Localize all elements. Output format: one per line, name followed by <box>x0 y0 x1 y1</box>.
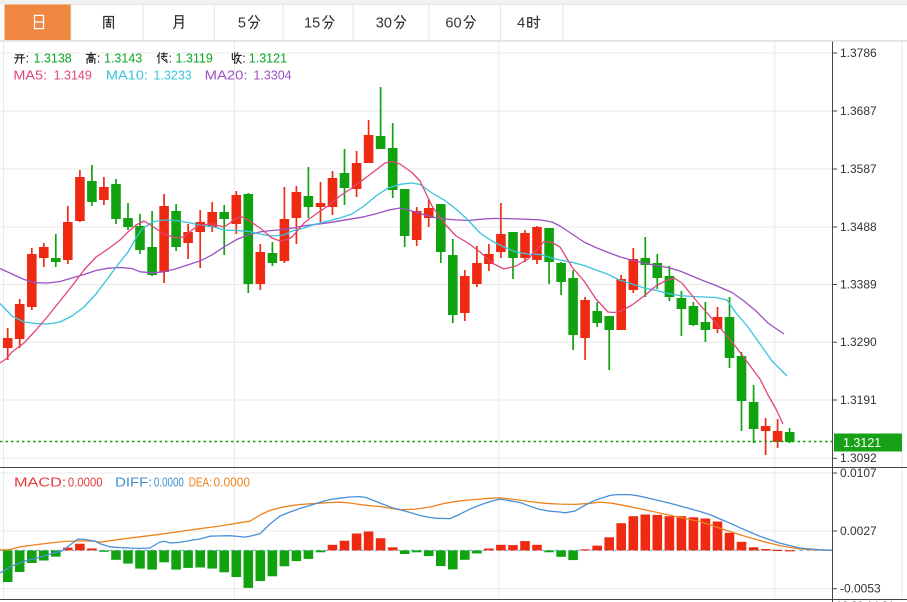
svg-text:-0.0053: -0.0053 <box>840 582 881 596</box>
svg-text::: : <box>242 51 245 65</box>
svg-text:MA5:: MA5: <box>13 68 47 82</box>
svg-text:5: 5 <box>238 16 246 32</box>
svg-text:0.0000: 0.0000 <box>68 476 103 490</box>
svg-text::: : <box>97 51 100 65</box>
svg-text:0.0000: 0.0000 <box>214 476 251 490</box>
svg-text:1.3389: 1.3389 <box>840 277 877 291</box>
svg-text:1.3138: 1.3138 <box>34 51 72 65</box>
svg-text:1.3143: 1.3143 <box>104 51 142 65</box>
svg-text:MA10:: MA10: <box>106 68 148 82</box>
svg-text:30: 30 <box>376 16 392 32</box>
svg-text:1.3121: 1.3121 <box>843 436 881 450</box>
svg-text:1.3587: 1.3587 <box>840 162 877 176</box>
svg-text:0.0000: 0.0000 <box>154 476 184 490</box>
svg-text:1.3092: 1.3092 <box>840 451 877 465</box>
svg-text:1.3488: 1.3488 <box>840 220 877 234</box>
svg-text:0.0027: 0.0027 <box>840 524 877 538</box>
svg-text:12.30 14:31: 12.30 14:31 <box>836 600 894 602</box>
svg-text:0.0107: 0.0107 <box>840 466 877 480</box>
svg-text::: : <box>169 51 172 65</box>
svg-text:1.3119: 1.3119 <box>176 51 213 65</box>
svg-text:1.3233: 1.3233 <box>154 68 192 82</box>
svg-text:1.3786: 1.3786 <box>840 46 877 60</box>
svg-text:1.3191: 1.3191 <box>840 393 877 407</box>
svg-text:1.3304: 1.3304 <box>253 68 291 82</box>
svg-text:1.3687: 1.3687 <box>840 104 877 118</box>
svg-text:4: 4 <box>517 16 525 32</box>
svg-text:MA20:: MA20: <box>205 68 248 82</box>
svg-text:1.3149: 1.3149 <box>54 68 92 82</box>
svg-text:60: 60 <box>445 16 461 32</box>
svg-text:DIFF:: DIFF: <box>115 476 152 490</box>
svg-text::: : <box>26 51 29 65</box>
svg-text:DEA:: DEA: <box>189 476 212 490</box>
svg-text:1.3121: 1.3121 <box>249 51 287 65</box>
svg-text:15: 15 <box>304 16 320 32</box>
svg-text:1.3290: 1.3290 <box>840 335 877 349</box>
svg-text:MACD:: MACD: <box>14 476 66 490</box>
